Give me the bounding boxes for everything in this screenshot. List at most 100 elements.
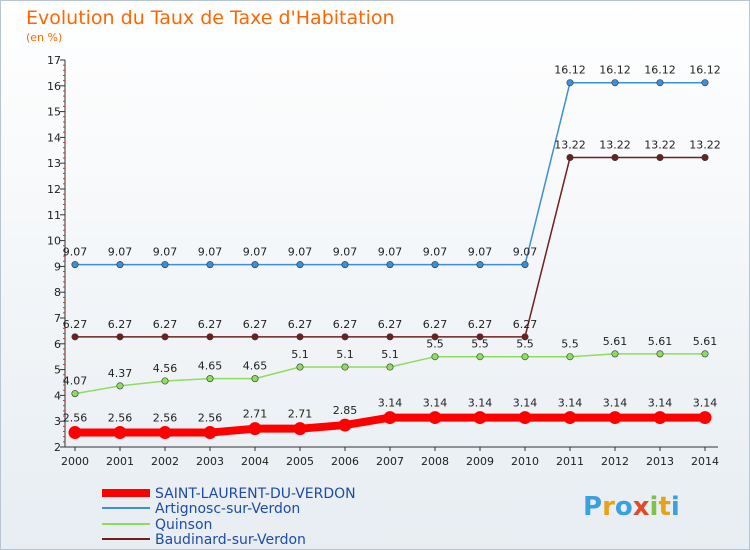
data-label: 3.14 xyxy=(423,397,448,410)
data-label: 2.56 xyxy=(198,412,223,425)
data-point xyxy=(521,261,529,269)
data-point xyxy=(116,382,124,390)
data-point xyxy=(611,350,619,358)
data-point xyxy=(251,261,259,269)
legend-label: Artignosc-sur-Verdon xyxy=(155,501,300,517)
data-point xyxy=(116,333,124,341)
legend-label: Baudinard-sur-Verdon xyxy=(155,532,306,548)
x-tick-label: 2000 xyxy=(61,455,89,468)
data-label: 3.14 xyxy=(603,397,628,410)
data-point xyxy=(656,154,664,162)
data-label: 16.12 xyxy=(644,64,676,77)
data-point xyxy=(698,411,712,425)
data-point xyxy=(113,426,127,440)
x-tick-label: 2010 xyxy=(511,455,539,468)
data-label: 6.27 xyxy=(468,318,493,331)
y-tick-label: 14 xyxy=(47,131,61,144)
x-axis-ticks: 2000 2001 2002 2003 2004 2005 2006 2007 2008 2009… xyxy=(61,447,719,468)
data-point xyxy=(386,333,394,341)
data-label: 4.65 xyxy=(243,360,268,373)
data-point xyxy=(608,411,622,425)
data-label: 13.22 xyxy=(689,139,721,152)
data-point xyxy=(68,426,82,440)
legend: SAINT-LAURENT-DU-VERDONArtignosc-sur-Ver… xyxy=(102,486,356,548)
data-point xyxy=(248,422,262,436)
data-label: 5.61 xyxy=(648,335,673,348)
x-tick-label: 2006 xyxy=(331,455,359,468)
x-tick-label: 2013 xyxy=(646,455,674,468)
y-tick-label: 3 xyxy=(54,415,61,428)
data-label: 2.85 xyxy=(333,404,358,417)
data-label: 3.14 xyxy=(378,397,403,410)
data-label: 5.1 xyxy=(336,348,354,361)
axes xyxy=(63,60,718,448)
x-tick-label: 2003 xyxy=(196,455,224,468)
data-label: 4.07 xyxy=(63,375,88,388)
data-point xyxy=(428,411,442,425)
proxiti-logo: Proxiti xyxy=(583,492,680,522)
y-tick-label: 13 xyxy=(47,157,61,170)
data-point xyxy=(656,79,664,87)
y-tick-label: 16 xyxy=(47,80,61,93)
data-label: 9.07 xyxy=(288,246,313,259)
data-point xyxy=(476,261,484,269)
data-point xyxy=(518,411,532,425)
data-point xyxy=(71,261,79,269)
data-point xyxy=(251,375,259,383)
data-label: 3.14 xyxy=(693,397,718,410)
data-point xyxy=(473,411,487,425)
data-point xyxy=(476,353,484,361)
x-tick-label: 2002 xyxy=(151,455,179,468)
data-label: 9.07 xyxy=(198,246,223,259)
data-point xyxy=(431,261,439,269)
data-point xyxy=(386,261,394,269)
x-tick-label: 2008 xyxy=(421,455,449,468)
y-tick-label: 15 xyxy=(47,106,61,119)
y-unit-label: (en %) xyxy=(26,31,62,44)
data-point xyxy=(251,333,259,341)
data-point xyxy=(431,333,439,341)
data-point xyxy=(341,333,349,341)
data-point xyxy=(161,333,169,341)
data-label: 2.56 xyxy=(63,412,88,425)
data-point xyxy=(206,261,214,269)
data-point xyxy=(566,79,574,87)
data-label: 5.5 xyxy=(516,338,534,351)
data-label: 16.12 xyxy=(554,64,586,77)
data-label: 16.12 xyxy=(599,64,631,77)
y-tick-label: 4 xyxy=(54,389,61,402)
data-point xyxy=(293,422,307,436)
data-label: 6.27 xyxy=(108,318,133,331)
data-label: 9.07 xyxy=(513,246,538,259)
data-point xyxy=(161,377,169,385)
x-tick-label: 2001 xyxy=(106,455,134,468)
data-label: 3.14 xyxy=(468,397,493,410)
data-label: 6.27 xyxy=(153,318,178,331)
data-label: 6.27 xyxy=(513,318,538,331)
y-tick-label: 2 xyxy=(54,441,61,454)
data-point xyxy=(521,353,529,361)
data-point xyxy=(656,350,664,358)
data-label: 9.07 xyxy=(63,246,88,259)
y-tick-label: 7 xyxy=(54,312,61,325)
x-tick-label: 2004 xyxy=(241,455,269,468)
data-label: 5.1 xyxy=(381,348,399,361)
data-point xyxy=(203,426,217,440)
data-label: 2.71 xyxy=(243,408,268,421)
data-point xyxy=(206,333,214,341)
data-label: 9.07 xyxy=(243,246,268,259)
data-label: 3.14 xyxy=(513,397,538,410)
y-axis-ticks: 2 3 4 5 6 7 8 9 10 11 12 13 14 15 16 17 xyxy=(47,54,65,454)
data-label: 4.37 xyxy=(108,367,133,380)
y-tick-label: 5 xyxy=(54,364,61,377)
data-label: 5.5 xyxy=(561,338,579,351)
chart-title: Evolution du Taux de Taxe d'Habitation xyxy=(26,7,395,29)
data-point xyxy=(161,261,169,269)
data-label: 6.27 xyxy=(288,318,313,331)
data-point xyxy=(71,390,79,398)
data-point xyxy=(653,411,667,425)
data-label: 5.5 xyxy=(471,338,489,351)
data-label: 9.07 xyxy=(468,246,493,259)
